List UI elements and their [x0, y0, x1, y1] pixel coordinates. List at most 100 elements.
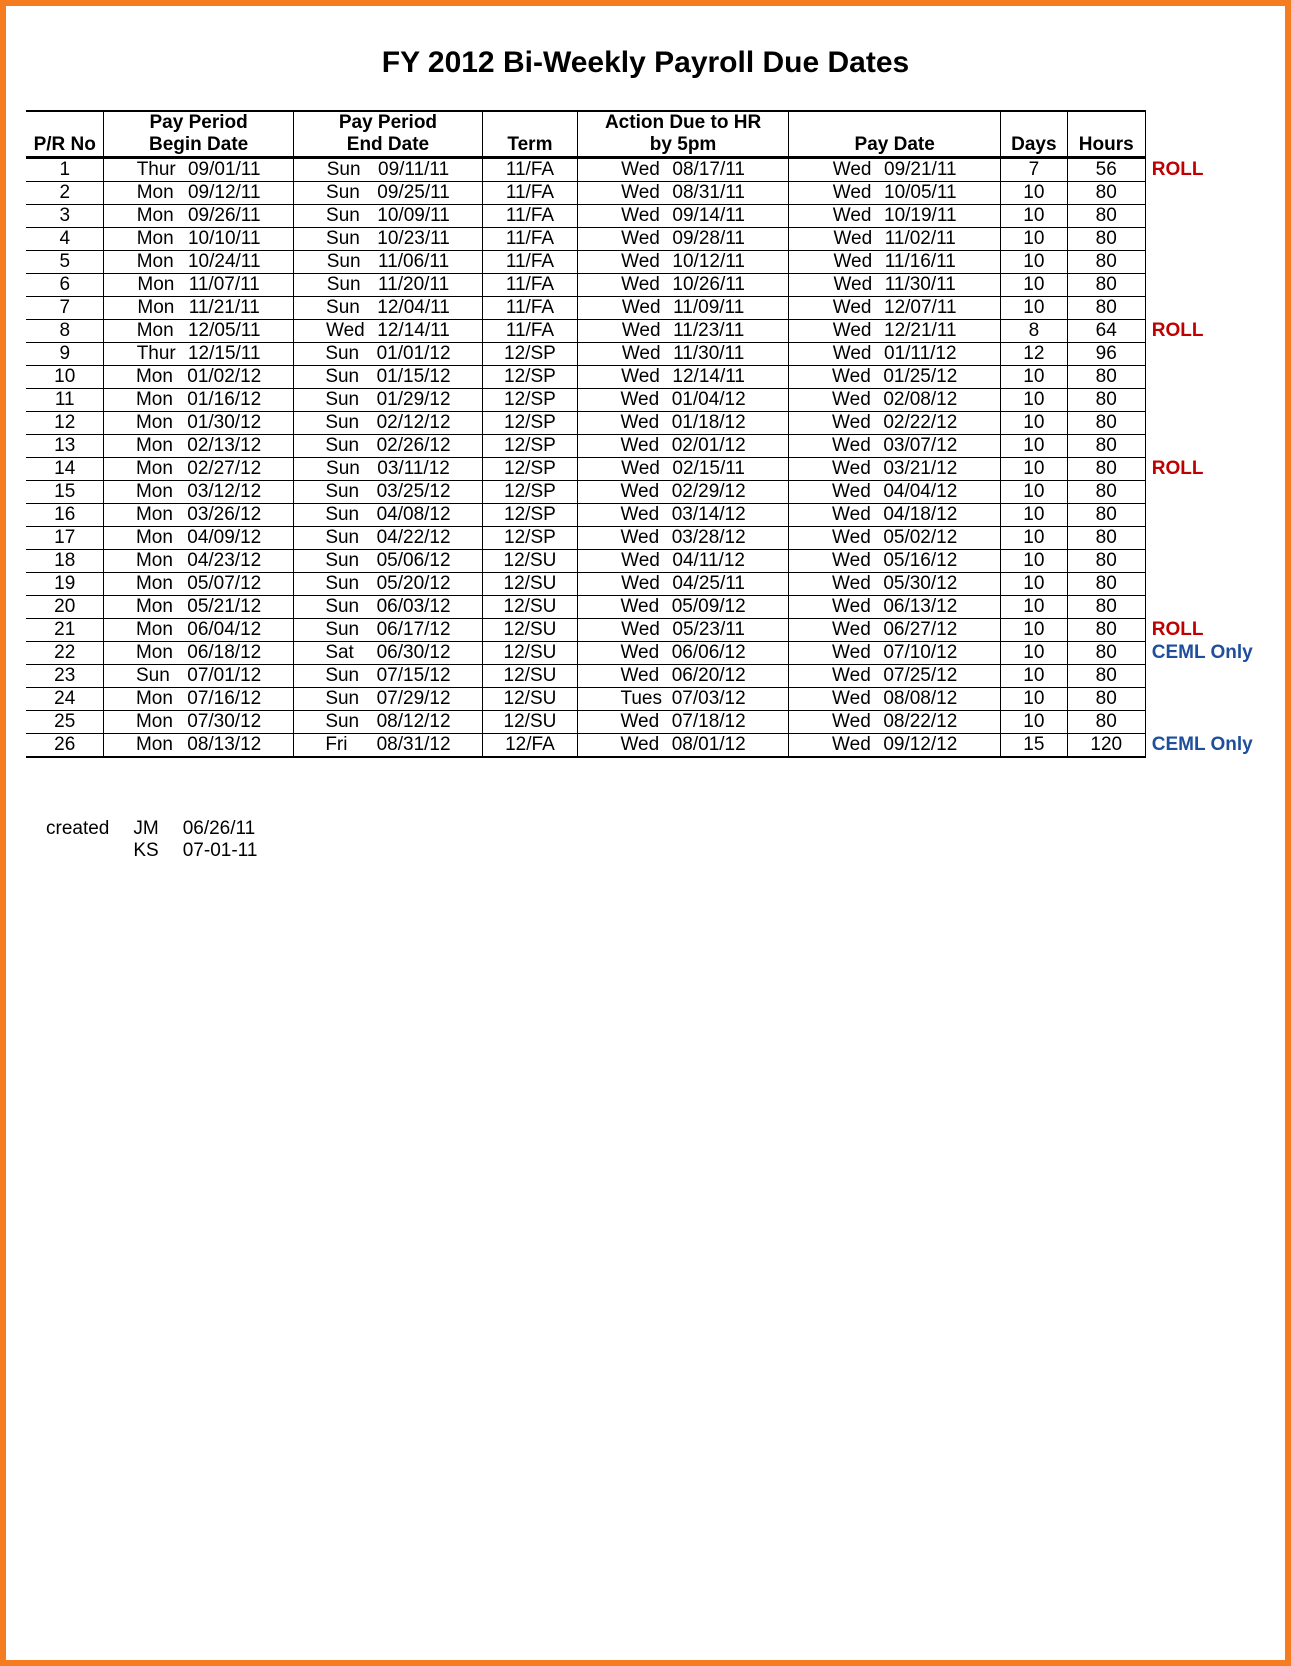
cell-note — [1145, 389, 1265, 412]
cell-hours: 80 — [1067, 412, 1145, 435]
cell-term: 12/SP — [483, 527, 578, 550]
cell-note — [1145, 573, 1265, 596]
cell-pay: Wed 04/18/12 — [789, 504, 1001, 527]
cell-hours: 80 — [1067, 435, 1145, 458]
table-row: 26Mon 08/13/12Fri 08/31/1212/FAWed 08/01… — [26, 734, 1265, 758]
cell-term: 12/SP — [483, 412, 578, 435]
footer-date-1: 07-01-11 — [183, 840, 258, 862]
cell-begin: Mon 10/24/11 — [104, 251, 293, 274]
hdr-hr: by 5pm — [577, 134, 789, 158]
cell-end: Sun 10/09/11 — [293, 205, 482, 228]
table-row: 25Mon 07/30/12Sun 08/12/1212/SUWed 07/18… — [26, 711, 1265, 734]
cell-hours: 64 — [1067, 320, 1145, 343]
cell-term: 12/SU — [483, 665, 578, 688]
cell-hours: 80 — [1067, 458, 1145, 481]
cell-end: Sun 10/23/11 — [293, 228, 482, 251]
cell-hr: Wed 08/01/12 — [577, 734, 789, 758]
table-header-row-1: Pay Period Pay Period Action Due to HR — [26, 111, 1265, 134]
cell-hr: Wed 08/31/11 — [577, 182, 789, 205]
cell-prno: 19 — [26, 573, 104, 596]
cell-note — [1145, 228, 1265, 251]
cell-pay: Wed 05/30/12 — [789, 573, 1001, 596]
table-row: 21Mon 06/04/12Sun 06/17/1212/SUWed 05/23… — [26, 619, 1265, 642]
cell-end: Sun 11/06/11 — [293, 251, 482, 274]
cell-prno: 2 — [26, 182, 104, 205]
hdr-pay: Pay Date — [789, 134, 1001, 158]
cell-end: Sun 03/25/12 — [293, 481, 482, 504]
cell-days: 10 — [1000, 665, 1067, 688]
cell-note — [1145, 527, 1265, 550]
cell-prno: 8 — [26, 320, 104, 343]
cell-note — [1145, 596, 1265, 619]
table-row: 2Mon 09/12/11Sun 09/25/1111/FAWed 08/31/… — [26, 182, 1265, 205]
cell-prno: 16 — [26, 504, 104, 527]
cell-note — [1145, 481, 1265, 504]
cell-end: Fri 08/31/12 — [293, 734, 482, 758]
cell-hr: Wed 05/09/12 — [577, 596, 789, 619]
cell-pay: Wed 09/21/11 — [789, 158, 1001, 182]
cell-hours: 80 — [1067, 366, 1145, 389]
cell-hr: Wed 02/15/11 — [577, 458, 789, 481]
cell-end: Sun 01/29/12 — [293, 389, 482, 412]
cell-hr: Wed 11/23/11 — [577, 320, 789, 343]
cell-pay: Wed 12/21/11 — [789, 320, 1001, 343]
cell-hours: 80 — [1067, 504, 1145, 527]
cell-pay: Wed 05/16/12 — [789, 550, 1001, 573]
cell-begin: Mon 05/21/12 — [104, 596, 293, 619]
cell-end: Wed 12/14/11 — [293, 320, 482, 343]
cell-days: 10 — [1000, 481, 1067, 504]
cell-begin: Mon 10/10/11 — [104, 228, 293, 251]
cell-prno: 3 — [26, 205, 104, 228]
cell-days: 10 — [1000, 205, 1067, 228]
hdr-note-top — [1145, 111, 1265, 134]
cell-term: 11/FA — [483, 182, 578, 205]
cell-term: 12/SU — [483, 596, 578, 619]
cell-begin: Mon 05/07/12 — [104, 573, 293, 596]
cell-days: 15 — [1000, 734, 1067, 758]
cell-begin: Sun 07/01/12 — [104, 665, 293, 688]
cell-days: 10 — [1000, 251, 1067, 274]
cell-note: ROLL — [1145, 320, 1265, 343]
cell-prno: 14 — [26, 458, 104, 481]
table-row: 5Mon 10/24/11Sun 11/06/1111/FAWed 10/12/… — [26, 251, 1265, 274]
cell-prno: 4 — [26, 228, 104, 251]
cell-days: 10 — [1000, 642, 1067, 665]
cell-begin: Mon 04/23/12 — [104, 550, 293, 573]
cell-end: Sun 01/01/12 — [293, 343, 482, 366]
table-row: 11Mon 01/16/12Sun 01/29/1212/SPWed 01/04… — [26, 389, 1265, 412]
cell-term: 12/SU — [483, 642, 578, 665]
footer-initials-0: JM — [133, 818, 158, 840]
table-row: 17Mon 04/09/12Sun 04/22/1212/SPWed 03/28… — [26, 527, 1265, 550]
cell-pay: Wed 05/02/12 — [789, 527, 1001, 550]
cell-term: 12/SU — [483, 619, 578, 642]
hdr-prno-top — [26, 111, 104, 134]
cell-hours: 80 — [1067, 688, 1145, 711]
cell-term: 11/FA — [483, 228, 578, 251]
cell-hours: 80 — [1067, 642, 1145, 665]
cell-days: 7 — [1000, 158, 1067, 182]
cell-note — [1145, 688, 1265, 711]
cell-end: Sun 02/26/12 — [293, 435, 482, 458]
cell-end: Sun 09/25/11 — [293, 182, 482, 205]
cell-hours: 56 — [1067, 158, 1145, 182]
cell-pay: Wed 11/16/11 — [789, 251, 1001, 274]
cell-days: 10 — [1000, 274, 1067, 297]
cell-begin: Mon 03/26/12 — [104, 504, 293, 527]
cell-pay: Wed 10/19/11 — [789, 205, 1001, 228]
cell-term: 11/FA — [483, 297, 578, 320]
cell-begin: Mon 12/05/11 — [104, 320, 293, 343]
cell-end: Sat 06/30/12 — [293, 642, 482, 665]
table-row: 8Mon 12/05/11Wed 12/14/1111/FAWed 11/23/… — [26, 320, 1265, 343]
cell-pay: Wed 07/10/12 — [789, 642, 1001, 665]
cell-begin: Mon 11/21/11 — [104, 297, 293, 320]
table-row: 19Mon 05/07/12Sun 05/20/1212/SUWed 04/25… — [26, 573, 1265, 596]
cell-days: 10 — [1000, 619, 1067, 642]
cell-hr: Wed 06/20/12 — [577, 665, 789, 688]
cell-end: Sun 12/04/11 — [293, 297, 482, 320]
cell-hr: Wed 01/04/12 — [577, 389, 789, 412]
cell-end: Sun 03/11/12 — [293, 458, 482, 481]
cell-begin: Mon 02/13/12 — [104, 435, 293, 458]
cell-note — [1145, 665, 1265, 688]
cell-prno: 1 — [26, 158, 104, 182]
cell-hr: Wed 06/06/12 — [577, 642, 789, 665]
